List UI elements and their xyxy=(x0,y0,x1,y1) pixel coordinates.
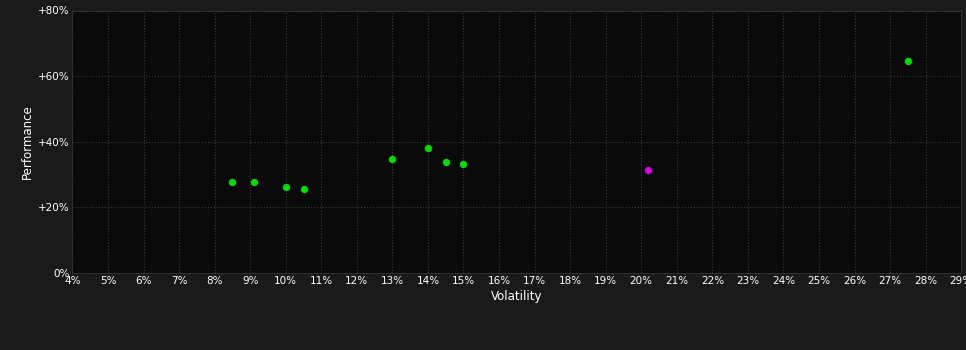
Point xyxy=(225,179,241,184)
Point xyxy=(900,58,916,64)
Point xyxy=(384,156,400,162)
Point xyxy=(420,145,436,150)
Y-axis label: Performance: Performance xyxy=(21,104,34,179)
Point xyxy=(246,179,262,184)
Point xyxy=(278,184,294,190)
Point xyxy=(456,161,471,167)
Point xyxy=(296,187,311,192)
Point xyxy=(640,167,656,173)
Point xyxy=(438,159,453,165)
X-axis label: Volatility: Volatility xyxy=(491,290,543,303)
